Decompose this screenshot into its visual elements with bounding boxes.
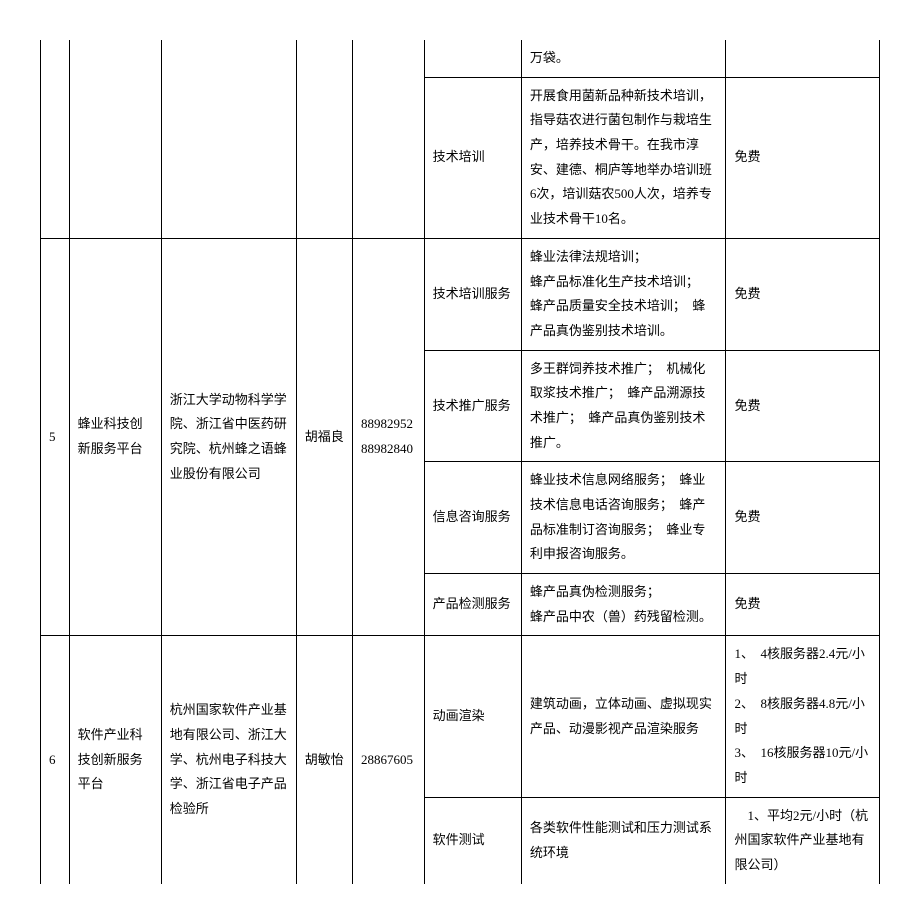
service-description: 蜂业法律法规培训； 蜂产品标准化生产技术培训； 蜂产品质量安全技术培训； 蜂产品… xyxy=(521,238,726,350)
organization: 浙江大学动物科学学院、浙江省中医药研究院、杭州蜂之语蜂业股份有限公司 xyxy=(161,238,296,636)
table-row: 6软件产业科技创新服务平台杭州国家软件产业基地有限公司、浙江大学、杭州电子科技大… xyxy=(41,636,880,797)
service-name: 技术推广服务 xyxy=(424,350,521,462)
service-name: 技术培训服务 xyxy=(424,238,521,350)
platform-name xyxy=(69,40,161,238)
table-row: 5蜂业科技创新服务平台浙江大学动物科学学院、浙江省中医药研究院、杭州蜂之语蜂业股… xyxy=(41,238,880,350)
organization: 杭州国家软件产业基地有限公司、浙江大学、杭州电子科技大学、浙江省电子产品检验所 xyxy=(161,636,296,884)
service-description: 建筑动画，立体动画、虚拟现实产品、动漫影视产品渲染服务 xyxy=(521,636,726,797)
service-fee: 1、平均2元/小时（杭州国家软件产业基地有限公司） xyxy=(726,797,880,884)
row-index: 6 xyxy=(41,636,70,884)
service-fee: 1、 4核服务器2.4元/小时 2、 8核服务器4.8元/小时 3、 16核服务… xyxy=(726,636,880,797)
service-name: 信息咨询服务 xyxy=(424,462,521,574)
service-fee xyxy=(726,40,880,77)
service-description: 蜂产品真伪检测服务； 蜂产品中农（兽）药残留检测。 xyxy=(521,574,726,636)
contact-person: 胡福良 xyxy=(296,238,352,636)
service-fee: 免费 xyxy=(726,77,880,238)
service-description: 蜂业技术信息网络服务； 蜂业技术信息电话咨询服务； 蜂产品标准制订咨询服务； 蜂… xyxy=(521,462,726,574)
table-row: 万袋。 xyxy=(41,40,880,77)
service-fee: 免费 xyxy=(726,462,880,574)
service-fee: 免费 xyxy=(726,350,880,462)
organization xyxy=(161,40,296,238)
contact-phone xyxy=(353,40,425,238)
service-fee: 免费 xyxy=(726,574,880,636)
service-fee: 免费 xyxy=(726,238,880,350)
service-name xyxy=(424,40,521,77)
service-name: 动画渲染 xyxy=(424,636,521,797)
service-description: 万袋。 xyxy=(521,40,726,77)
service-description: 开展食用菌新品种新技术培训，指导菇农进行菌包制作与栽培生产，培养技术骨干。在我市… xyxy=(521,77,726,238)
platform-name: 蜂业科技创新服务平台 xyxy=(69,238,161,636)
row-index xyxy=(41,40,70,238)
service-name: 技术培训 xyxy=(424,77,521,238)
service-description: 多王群饲养技术推广； 机械化取浆技术推广； 蜂产品溯源技术推广； 蜂产品真伪鉴别… xyxy=(521,350,726,462)
contact-phone: 28867605 xyxy=(353,636,425,884)
contact-person: 胡敏怡 xyxy=(296,636,352,884)
platform-name: 软件产业科技创新服务平台 xyxy=(69,636,161,884)
service-description: 各类软件性能测试和压力测试系统环境 xyxy=(521,797,726,884)
contact-person xyxy=(296,40,352,238)
service-name: 产品检测服务 xyxy=(424,574,521,636)
service-table: 万袋。技术培训开展食用菌新品种新技术培训，指导菇农进行菌包制作与栽培生产，培养技… xyxy=(40,40,880,884)
contact-phone: 88982952 88982840 xyxy=(353,238,425,636)
row-index: 5 xyxy=(41,238,70,636)
service-name: 软件测试 xyxy=(424,797,521,884)
